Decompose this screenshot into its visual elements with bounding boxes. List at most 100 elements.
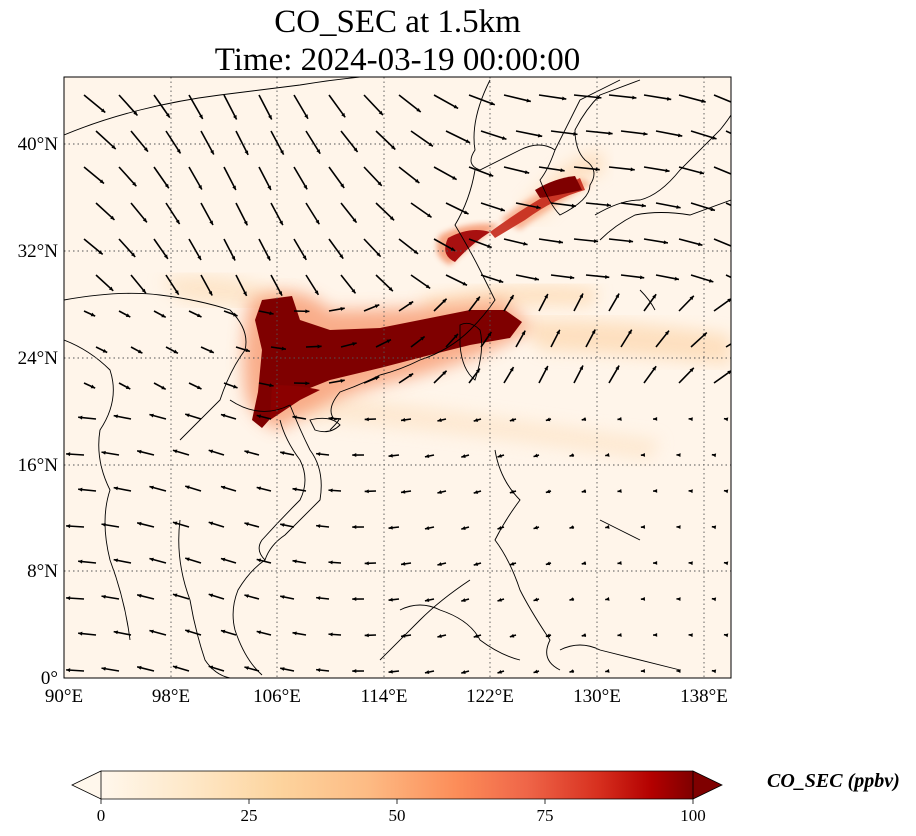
wind-arrow-head: [666, 96, 672, 101]
wind-arrow-head: [571, 203, 576, 208]
wind-arrow-head: [364, 489, 369, 494]
colorbar-gradient: [101, 771, 693, 799]
wind-arrow: [83, 166, 105, 185]
wind-arrow-head: [701, 99, 706, 103]
wind-arrow-head: [328, 632, 333, 637]
lat-tick-label: 8°N: [27, 561, 58, 582]
wind-arrow-head: [676, 525, 681, 530]
wind-arrow: [410, 130, 434, 147]
colorbar-tick-label: 100: [680, 806, 706, 825]
wind-arrow-head: [231, 256, 236, 261]
wind-arrow: [620, 130, 648, 136]
wind-arrow: [643, 94, 672, 101]
wind-arrow: [445, 202, 469, 215]
wind-arrow-head: [652, 366, 657, 371]
wind-arrow-head: [689, 295, 694, 301]
wind-arrow-head: [688, 417, 693, 422]
concentration-field: [160, 150, 731, 460]
wind-arrow-head: [173, 349, 178, 354]
wind-arrow-head: [244, 450, 249, 454]
wind-arrow-head: [340, 306, 345, 311]
wind-arrow-head: [427, 213, 432, 218]
wind-arrow: [270, 130, 285, 155]
wind-arrow-head: [220, 413, 226, 418]
wind-arrow-head: [279, 150, 284, 155]
wind-arrow-head: [723, 489, 729, 494]
wind-arrow-head: [413, 249, 419, 254]
wind-arrow-head: [388, 286, 393, 292]
wind-arrow-head: [677, 133, 683, 138]
wind-arrow-head: [233, 384, 238, 389]
wind-arrow-head: [209, 349, 214, 353]
wind-arrow-head: [605, 597, 610, 601]
wind-arrow-head: [305, 309, 310, 314]
wind-arrow-head: [461, 526, 466, 530]
wind-arrow-head: [98, 250, 103, 255]
wind-arrow-head: [278, 291, 283, 296]
wind-arrow-head: [727, 370, 731, 375]
wind-arrow-head: [113, 630, 119, 635]
wind-arrow-head: [208, 521, 214, 526]
wind-arrow-head: [149, 629, 154, 634]
wind-arrow-head: [544, 366, 548, 371]
wind-arrow-head: [545, 417, 551, 422]
wind-arrow-head: [712, 135, 717, 140]
wind-arrow-head: [663, 240, 668, 245]
wind-arrow: [608, 94, 637, 99]
wind-arrow-head: [269, 383, 274, 388]
wind-arrow-head: [401, 561, 406, 566]
wind-arrow-head: [593, 239, 599, 244]
wind-arrow-head: [630, 167, 635, 172]
wind-arrow: [130, 130, 149, 153]
wind-arrow-head: [352, 525, 357, 529]
wind-arrow-head: [461, 598, 466, 602]
wind-arrow-head: [581, 489, 587, 493]
wind-arrow-head: [497, 453, 502, 458]
wind-arrow-head: [78, 559, 83, 564]
wind-arrow-head: [735, 102, 739, 106]
wind-arrow-head: [351, 288, 356, 294]
wind-arrow-head: [545, 489, 551, 494]
wind-arrow: [725, 202, 731, 207]
wind-arrow-head: [303, 184, 308, 190]
wind-arrow-head: [99, 179, 104, 184]
wind-arrow-head: [233, 312, 238, 317]
wind-arrow: [340, 202, 358, 224]
wind-arrow-head: [688, 561, 693, 566]
wind-arrow-head: [605, 525, 610, 529]
wind-arrow: [445, 130, 471, 144]
map-frame: [63, 76, 732, 679]
wind-arrow-head: [376, 252, 381, 257]
colorbar-tick-label: 0: [97, 806, 106, 825]
wind-arrow-head: [220, 485, 226, 490]
wind-arrow-head: [280, 667, 285, 671]
wind-arrow-head: [315, 219, 320, 225]
wind-arrow-head: [267, 185, 271, 190]
wind-arrow-head: [101, 522, 106, 527]
wind-arrow-head: [605, 453, 610, 457]
wind-arrow-head: [545, 561, 551, 566]
lon-tick-label: 138°E: [680, 686, 728, 707]
wind-arrow: [305, 202, 320, 225]
colorbar-tick-label: 50: [389, 806, 406, 825]
wind-arrow: [480, 202, 506, 212]
wind-arrow-head: [640, 668, 646, 673]
wind-arrow: [130, 202, 148, 223]
wind-arrow-head: [78, 631, 83, 636]
wind-arrow-head: [461, 670, 466, 674]
wind-arrow: [538, 94, 567, 100]
wind-arrow-head: [90, 384, 96, 389]
wind-arrow-head: [732, 245, 736, 249]
wind-arrow-head: [569, 453, 574, 458]
wind-arrow-head: [125, 385, 131, 390]
wind-arrow-head: [664, 330, 669, 336]
wind-arrow-head: [386, 339, 391, 344]
wind-arrow-head: [364, 633, 369, 638]
wind-arrow-head: [608, 131, 613, 136]
wind-arrow-head: [374, 304, 380, 309]
coastlines: [64, 77, 731, 678]
wind-arrow-head: [408, 373, 414, 378]
wind-arrow-head: [101, 666, 106, 671]
wind-arrow-head: [408, 301, 414, 306]
wind-arrow-head: [581, 417, 587, 421]
